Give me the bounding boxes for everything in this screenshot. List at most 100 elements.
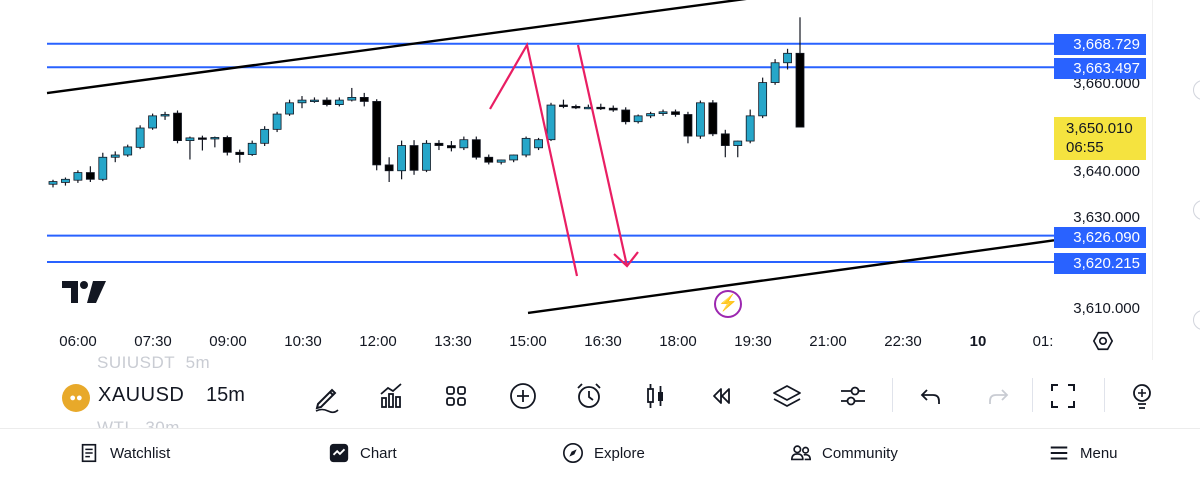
time-axis-label: 16:30 bbox=[584, 333, 622, 350]
candle-body bbox=[596, 106, 606, 110]
candle-body bbox=[85, 172, 95, 180]
community-icon bbox=[791, 445, 811, 461]
candle-body bbox=[683, 114, 693, 137]
candle-body bbox=[397, 145, 407, 172]
fullscreen-icon[interactable] bbox=[1045, 378, 1081, 414]
candle-body bbox=[210, 137, 220, 140]
candle-body bbox=[559, 104, 568, 107]
nav-community-label: Community bbox=[822, 444, 898, 462]
undo-icon[interactable] bbox=[913, 378, 949, 414]
hline-price-tag[interactable]: 3,663.497 bbox=[1054, 58, 1146, 79]
ghost-symbol-interval: 5m bbox=[185, 353, 211, 372]
time-axis-label: 21:00 bbox=[809, 333, 847, 350]
candle-body bbox=[496, 159, 506, 163]
candle-body bbox=[471, 139, 481, 158]
candle-body bbox=[733, 140, 743, 146]
price-axis-label: 3,610.000 bbox=[1073, 300, 1140, 317]
candle-body bbox=[633, 115, 643, 123]
candle-body bbox=[197, 137, 207, 140]
settings-sliders-icon[interactable] bbox=[835, 378, 871, 414]
candle-body bbox=[135, 127, 145, 148]
candle-body bbox=[235, 151, 245, 155]
candle-body bbox=[173, 112, 182, 142]
candle-body bbox=[247, 142, 257, 155]
candle-body bbox=[372, 101, 382, 166]
time-axis-label: 12:00 bbox=[359, 333, 397, 350]
side-handle[interactable] bbox=[1193, 80, 1200, 100]
candle-body bbox=[409, 145, 419, 171]
nav-explore[interactable]: Explore bbox=[562, 441, 645, 465]
candles-icon[interactable] bbox=[637, 378, 673, 414]
candle-body bbox=[359, 97, 369, 102]
candle-body bbox=[758, 82, 768, 117]
candle-body bbox=[285, 102, 294, 115]
candle-body bbox=[509, 154, 519, 161]
candle-body bbox=[459, 139, 469, 149]
side-handle[interactable] bbox=[1193, 200, 1200, 220]
chart-area[interactable]: ⚡ 3,660.000 3,640.000 3,630.000 3,610.00… bbox=[0, 0, 1200, 360]
pencil-icon[interactable] bbox=[308, 378, 344, 414]
candle-body bbox=[148, 115, 158, 129]
candle-body bbox=[185, 137, 195, 141]
compass-icon bbox=[563, 443, 583, 463]
lightbulb-icon[interactable] bbox=[1122, 378, 1158, 414]
ghost-symbol-interval: 30m bbox=[145, 418, 180, 428]
plus-circle-icon[interactable] bbox=[505, 378, 541, 414]
trendline bbox=[527, 239, 1055, 315]
nav-chart-label: Chart bbox=[360, 444, 397, 462]
candle-body bbox=[160, 114, 170, 117]
watchlist-icon bbox=[81, 443, 97, 463]
candle-body bbox=[646, 113, 655, 117]
candle-body bbox=[446, 145, 456, 149]
hline-price-tag[interactable]: 3,620.215 bbox=[1054, 253, 1146, 274]
interval-selector[interactable]: 15m bbox=[206, 384, 245, 406]
ghost-symbol-name: SUIUSDT bbox=[97, 353, 176, 372]
side-panel-edge bbox=[1152, 0, 1200, 360]
chart-settings-icon[interactable] bbox=[1092, 330, 1114, 352]
replay-icon[interactable] bbox=[703, 378, 739, 414]
nav-community[interactable]: Community bbox=[790, 441, 898, 465]
grid-icon[interactable] bbox=[438, 378, 474, 414]
nav-menu[interactable]: Menu bbox=[1048, 441, 1118, 465]
candle-body bbox=[534, 139, 543, 149]
toolbar-divider bbox=[892, 378, 893, 412]
candle-body bbox=[73, 172, 83, 181]
time-axis-label: 18:00 bbox=[659, 333, 697, 350]
time-axis-label: 13:30 bbox=[434, 333, 472, 350]
alarm-icon[interactable] bbox=[571, 378, 607, 414]
lightning-icon[interactable]: ⚡ bbox=[714, 290, 742, 318]
layers-icon[interactable] bbox=[769, 378, 805, 414]
time-axis-label: 10 bbox=[969, 333, 987, 350]
candle-body bbox=[434, 142, 444, 146]
chart-icon bbox=[329, 443, 349, 463]
candle-body bbox=[110, 154, 120, 158]
candle-body bbox=[222, 137, 232, 153]
redo-icon[interactable] bbox=[980, 378, 1016, 414]
side-handle[interactable] bbox=[1193, 310, 1200, 330]
nav-chart[interactable]: Chart bbox=[328, 441, 397, 465]
last-price-tag: 3,650.010 06:55 bbox=[1054, 117, 1146, 160]
hline-price-tag[interactable]: 3,668.729 bbox=[1054, 34, 1146, 55]
price-axis-label: 3,660.000 bbox=[1073, 75, 1140, 92]
candle-body bbox=[608, 107, 618, 111]
candle-body bbox=[347, 97, 357, 101]
time-axis-label: 09:00 bbox=[209, 333, 247, 350]
time-axis-label: 19:30 bbox=[734, 333, 772, 350]
candle-body bbox=[720, 133, 730, 146]
indicators-icon[interactable] bbox=[373, 378, 409, 414]
candle-body bbox=[621, 109, 631, 123]
nav-watchlist[interactable]: Watchlist bbox=[78, 441, 170, 465]
time-axis-label: 06:00 bbox=[59, 333, 97, 350]
symbol-selector[interactable]: XAUUSD bbox=[98, 384, 185, 406]
toolbar-divider bbox=[1104, 378, 1105, 412]
price-chart[interactable] bbox=[0, 0, 1200, 360]
time-axis-label: 07:30 bbox=[134, 333, 172, 350]
candle-body bbox=[795, 52, 805, 128]
candle-body bbox=[671, 111, 680, 115]
hline-price-tag[interactable]: 3,626.090 bbox=[1054, 227, 1146, 248]
candle-body bbox=[310, 99, 319, 102]
bottom-navigation: Watchlist Chart Explore Community Menu bbox=[0, 428, 1200, 477]
candle-body bbox=[658, 111, 668, 115]
candle-body bbox=[334, 99, 344, 105]
projection-arrow bbox=[489, 41, 579, 277]
